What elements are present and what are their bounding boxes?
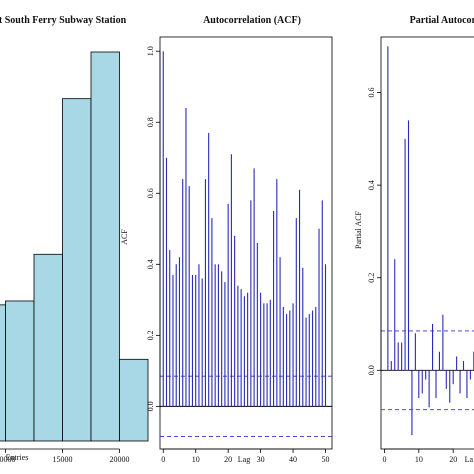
histogram-bar (33, 253, 63, 442)
acf-x-tick-label: 40 (289, 455, 297, 464)
pacf-title: Partial Autocorr (410, 15, 474, 26)
acf-y-axis-label: ACF (120, 229, 129, 245)
acf-x-tick-label: 20 (224, 455, 232, 464)
histogram-bar (90, 51, 120, 442)
acf-x-tick-label: 50 (322, 455, 330, 464)
acf-x-tick-label: 30 (257, 455, 265, 464)
histogram-x-tick-label: 15000 (53, 455, 73, 464)
histogram-panel: p at South Ferry Subway Station 10000 150… (0, 15, 149, 464)
acf-y-tick-label: 0.6 (146, 188, 155, 198)
acf-y-tick-label: 0.2 (146, 330, 155, 340)
acf-x-tick-label: 10 (192, 455, 200, 464)
histogram-bar (0, 304, 6, 442)
pacf-y-tick-label: 0.2 (367, 273, 376, 283)
pacf-y-tick-label: 0.4 (367, 180, 376, 190)
pacf-y-tick-label: 0.0 (367, 365, 376, 375)
acf-y-tick-label: 0.4 (146, 259, 155, 269)
pacf-x-tick-label: 10 (415, 455, 423, 464)
pacf-panel: Partial Autocorr 0.0 0.2 0.4 0.6 0 10 20 La Pa… (354, 15, 474, 464)
acf-x-axis-label: Lag (238, 455, 250, 464)
histogram-x-tick-label: 10000 (0, 455, 16, 464)
acf-y-tick-label: 1.0 (146, 46, 155, 56)
acf-x-tick-label: 0 (161, 455, 165, 464)
pacf-x-tick-label: 0 (382, 455, 386, 464)
histogram-bar (62, 98, 92, 442)
histogram-bar (119, 358, 149, 442)
acf-y-tick-label: 0.0 (146, 401, 155, 411)
histogram-x-axis-label: Entries (6, 453, 29, 462)
pacf-y-axis-label: Partial ACF (354, 210, 363, 249)
acf-panel: Autocorrelation (ACF) 0.0 0.2 0.4 0.6 0.8 1.0… (120, 15, 333, 464)
histogram-x-tick-label: 20000 (110, 455, 130, 464)
acf-title: Autocorrelation (ACF) (203, 15, 301, 26)
pacf-x-axis-label: La (465, 455, 474, 464)
pacf-y-tick-label: 0.6 (367, 88, 376, 98)
histogram-title: p at South Ferry Subway Station (0, 15, 127, 26)
pacf-x-tick-label: 20 (449, 455, 457, 464)
acf-y-tick-label: 0.8 (146, 117, 155, 127)
histogram-bar (5, 300, 35, 442)
